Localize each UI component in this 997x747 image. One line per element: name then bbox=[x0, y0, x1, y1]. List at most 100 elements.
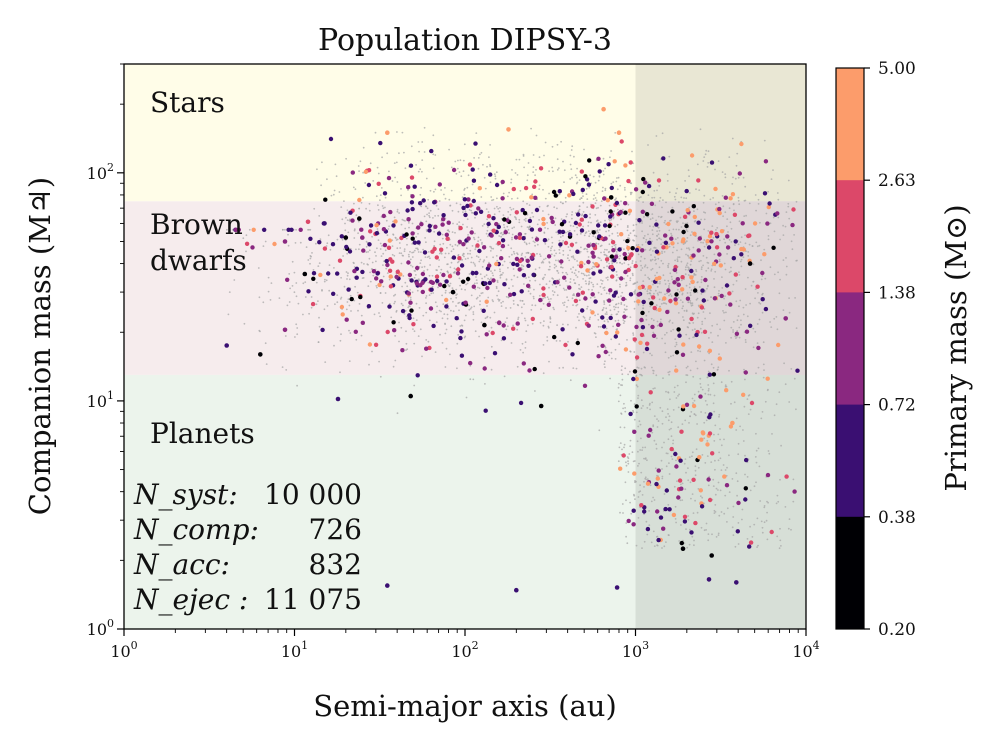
background-point bbox=[615, 303, 618, 305]
background-point bbox=[616, 261, 618, 264]
background-point bbox=[787, 202, 790, 205]
background-point bbox=[418, 150, 420, 153]
background-point bbox=[481, 292, 484, 294]
companion-point bbox=[743, 370, 748, 375]
background-point bbox=[495, 255, 498, 257]
background-point bbox=[676, 249, 678, 252]
background-point bbox=[686, 230, 689, 233]
companion-point bbox=[420, 271, 426, 277]
background-point bbox=[548, 192, 550, 195]
companion-point bbox=[577, 222, 582, 227]
background-point bbox=[612, 216, 615, 219]
background-point bbox=[297, 302, 300, 305]
background-point bbox=[242, 266, 245, 268]
background-point bbox=[512, 299, 515, 302]
background-point bbox=[333, 189, 336, 192]
background-point bbox=[458, 309, 460, 312]
background-point bbox=[530, 309, 533, 311]
background-point bbox=[637, 394, 640, 397]
background-point bbox=[678, 290, 681, 293]
background-point bbox=[724, 173, 727, 176]
background-point bbox=[620, 218, 622, 221]
background-point bbox=[656, 426, 659, 428]
background-point bbox=[562, 249, 565, 252]
background-point bbox=[632, 411, 635, 413]
background-point bbox=[408, 226, 410, 229]
background-point bbox=[785, 211, 788, 214]
background-point bbox=[754, 297, 756, 300]
background-point bbox=[446, 270, 449, 273]
background-point bbox=[480, 321, 483, 324]
background-point bbox=[744, 341, 747, 343]
background-point bbox=[515, 158, 518, 161]
background-point bbox=[716, 323, 718, 326]
companion-point bbox=[567, 232, 573, 237]
companion-point bbox=[693, 288, 698, 293]
background-point bbox=[399, 247, 402, 249]
companion-point bbox=[484, 332, 489, 337]
background-point bbox=[278, 297, 281, 299]
background-point bbox=[686, 326, 689, 328]
background-point bbox=[591, 289, 593, 291]
companion-point bbox=[712, 261, 717, 266]
background-point bbox=[340, 206, 343, 209]
background-point bbox=[353, 229, 356, 232]
background-point bbox=[631, 150, 633, 153]
background-point bbox=[759, 221, 761, 224]
background-point bbox=[704, 392, 707, 395]
background-point bbox=[755, 432, 757, 435]
background-point bbox=[776, 535, 779, 538]
background-point bbox=[604, 167, 606, 170]
background-point bbox=[346, 209, 349, 212]
companion-point bbox=[285, 277, 290, 282]
background-point bbox=[623, 304, 626, 306]
background-point bbox=[614, 198, 617, 201]
background-point bbox=[622, 512, 624, 514]
background-point bbox=[269, 299, 272, 301]
background-point bbox=[427, 198, 430, 201]
background-point bbox=[697, 390, 700, 393]
background-point bbox=[393, 254, 396, 257]
companion-point bbox=[706, 245, 712, 250]
background-point bbox=[779, 527, 781, 530]
background-point bbox=[544, 243, 547, 245]
background-point bbox=[703, 437, 706, 440]
background-point bbox=[560, 140, 562, 143]
background-point bbox=[757, 198, 760, 201]
background-point bbox=[656, 292, 659, 295]
companion-point bbox=[625, 238, 630, 244]
background-point bbox=[610, 182, 613, 185]
background-point bbox=[667, 356, 670, 359]
background-point bbox=[434, 351, 437, 353]
background-point bbox=[635, 261, 637, 263]
background-point bbox=[360, 201, 363, 204]
background-point bbox=[668, 415, 671, 418]
background-point bbox=[681, 482, 684, 485]
background-point bbox=[498, 300, 500, 302]
background-point bbox=[570, 268, 572, 270]
background-point bbox=[420, 186, 422, 189]
background-point bbox=[438, 200, 441, 202]
background-point bbox=[628, 453, 631, 455]
background-point bbox=[381, 156, 383, 159]
companion-point bbox=[610, 240, 616, 245]
background-point bbox=[463, 255, 465, 258]
background-point bbox=[550, 247, 552, 250]
background-point bbox=[622, 407, 624, 410]
background-point bbox=[634, 291, 636, 293]
companion-point bbox=[707, 348, 713, 353]
companion-point bbox=[714, 245, 720, 250]
background-point bbox=[709, 393, 712, 396]
background-point bbox=[671, 278, 673, 281]
background-point bbox=[713, 433, 715, 436]
background-point bbox=[324, 278, 326, 281]
companion-point bbox=[376, 181, 381, 186]
companion-point bbox=[308, 236, 313, 241]
background-point bbox=[710, 296, 713, 298]
background-point bbox=[381, 245, 383, 247]
background-point bbox=[760, 259, 762, 262]
background-point bbox=[760, 520, 763, 523]
background-point bbox=[707, 150, 710, 153]
background-point bbox=[368, 209, 371, 212]
companion-point bbox=[707, 497, 713, 503]
